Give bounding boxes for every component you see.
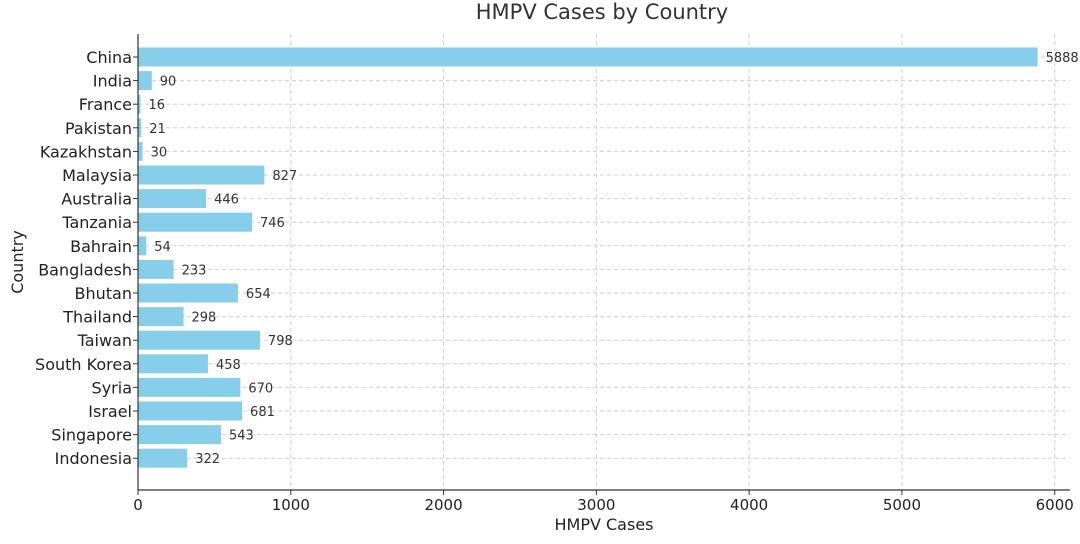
bar — [138, 71, 152, 91]
data-label: 322 — [195, 452, 220, 467]
y-tick-label: Pakistan — [65, 119, 132, 138]
data-label: 827 — [272, 169, 297, 184]
data-label: 543 — [229, 429, 254, 444]
x-tick-label: 1000 — [272, 496, 310, 514]
y-tick-label: Australia — [61, 190, 132, 209]
y-tick-label: Singapore — [51, 426, 132, 445]
y-tick-label: Indonesia — [55, 449, 132, 468]
data-label: 681 — [250, 405, 275, 420]
y-tick-label: Bahrain — [70, 237, 132, 256]
bar — [138, 283, 238, 303]
data-label: 16 — [148, 98, 165, 113]
bar — [138, 141, 143, 161]
bar — [138, 47, 1038, 67]
chart-title: HMPV Cases by Country — [476, 0, 728, 24]
bar — [138, 401, 243, 421]
bar — [138, 212, 252, 232]
y-tick-label: Israel — [88, 402, 132, 421]
bar — [138, 425, 221, 445]
x-tick-label: 5000 — [883, 496, 921, 514]
x-axis-label: HMPV Cases — [554, 515, 653, 534]
grid — [138, 34, 1070, 490]
x-tick-label: 3000 — [577, 496, 615, 514]
bar — [138, 259, 174, 279]
bar — [138, 118, 142, 138]
x-tick-label: 0 — [133, 496, 143, 514]
y-tick-label: Thailand — [62, 308, 132, 327]
bar — [138, 377, 241, 397]
y-tick-label: France — [79, 95, 132, 114]
bar — [138, 354, 208, 374]
x-tick-label: 6000 — [1036, 496, 1074, 514]
y-axis-label: Country — [8, 230, 27, 294]
labels: 0 1000 2000 3000 4000 5000 6000 China 5888 India 9… — [35, 48, 1079, 514]
data-label: 54 — [154, 240, 171, 255]
data-label: 458 — [216, 358, 241, 373]
x-tick-label: 4000 — [730, 496, 768, 514]
bar — [138, 165, 265, 185]
data-label: 5888 — [1046, 51, 1079, 66]
data-label: 670 — [248, 381, 273, 396]
data-label: 233 — [182, 263, 207, 278]
bar — [138, 330, 260, 350]
data-label: 30 — [151, 145, 168, 160]
y-tick-label: India — [93, 72, 132, 91]
y-tick-label: Bangladesh — [38, 260, 132, 279]
y-tick-label: Malaysia — [62, 166, 132, 185]
y-tick-label: Bhutan — [75, 284, 132, 303]
y-tick-label: Syria — [92, 378, 132, 397]
y-tick-label: Kazakhstan — [40, 142, 132, 161]
y-tick-label: China — [86, 48, 132, 67]
x-tick-label: 2000 — [424, 496, 462, 514]
data-label: 446 — [214, 193, 239, 208]
data-label: 21 — [149, 122, 166, 137]
bar — [138, 448, 188, 468]
bar — [138, 307, 184, 327]
y-tick-label: Taiwan — [77, 331, 132, 350]
data-label: 298 — [192, 311, 217, 326]
bars — [138, 47, 1038, 468]
bar — [138, 94, 141, 114]
data-label: 798 — [268, 334, 293, 349]
data-label: 654 — [246, 287, 271, 302]
data-label: 90 — [160, 75, 177, 90]
bar — [138, 189, 207, 209]
bar — [138, 236, 147, 256]
data-label: 746 — [260, 216, 285, 231]
y-tick-label: Tanzania — [61, 213, 132, 232]
y-tick-label: South Korea — [35, 355, 132, 374]
